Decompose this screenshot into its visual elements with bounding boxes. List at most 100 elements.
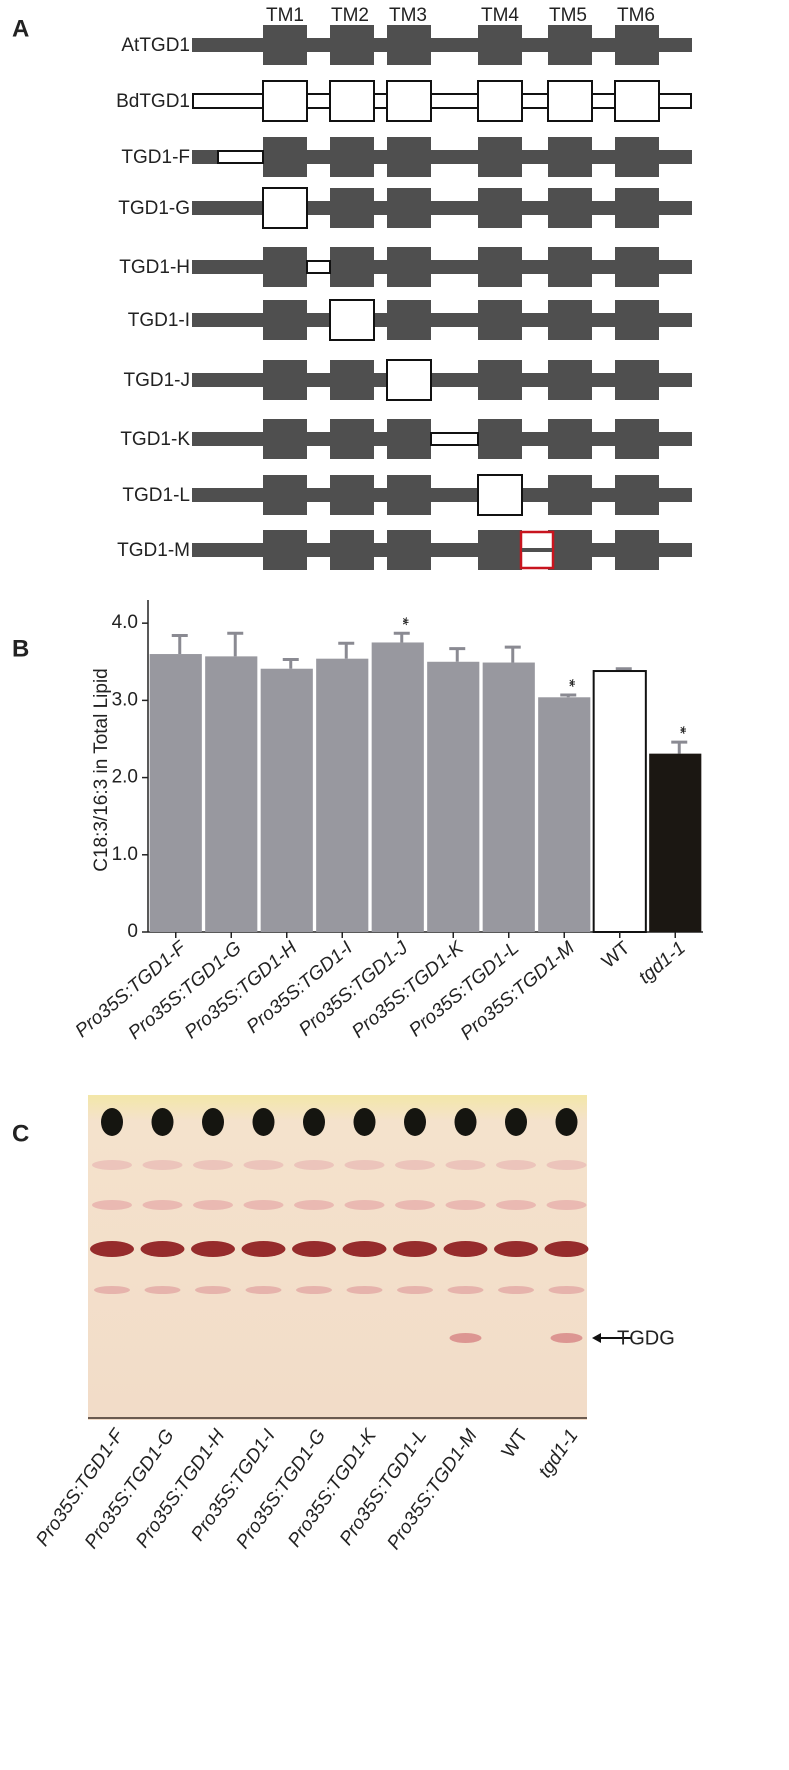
y-tick-label: 2.0 xyxy=(112,767,138,788)
tm-domain xyxy=(478,530,522,570)
bar xyxy=(205,656,258,932)
bar xyxy=(149,654,202,932)
tm-domain xyxy=(478,188,522,228)
tm-domain xyxy=(386,359,432,401)
tm-domain xyxy=(263,300,307,340)
tm-domain xyxy=(263,247,307,287)
tm-domain xyxy=(615,188,659,228)
domain-label: TM3 xyxy=(389,5,427,26)
tm-domain xyxy=(614,80,660,122)
bar xyxy=(316,658,369,932)
lane-label: Pro35S:TGD1-M xyxy=(383,1426,481,1554)
tm-domain xyxy=(330,419,374,459)
construct-label: AtTGD1 xyxy=(121,35,190,56)
tm-domain xyxy=(548,419,592,459)
tm-domain xyxy=(263,25,307,65)
tm-domain xyxy=(548,188,592,228)
faint-band xyxy=(142,1160,183,1170)
faint-band xyxy=(496,1160,536,1170)
faint-band xyxy=(395,1160,435,1170)
construct-label: TGD1-F xyxy=(121,147,190,168)
tm-domain xyxy=(387,247,431,287)
x-tick-label: WT xyxy=(598,937,634,972)
y-tick-label: 1.0 xyxy=(112,844,138,865)
lane-label: Pro35S:TGD1-F xyxy=(32,1425,129,1551)
lane-label: Pro35S:TGD1-G xyxy=(232,1426,330,1553)
lipid-band xyxy=(90,1241,134,1257)
construct-label: BdTGD1 xyxy=(116,91,190,112)
domain-label: TM6 xyxy=(617,5,655,26)
tm-domain xyxy=(478,360,522,400)
faint-band xyxy=(294,1200,334,1210)
tm-domain xyxy=(478,247,522,287)
lipid-band xyxy=(292,1241,336,1257)
tm-domain xyxy=(478,300,522,340)
lipid-band xyxy=(140,1241,185,1257)
lane-label: tgd1-1 xyxy=(535,1426,583,1482)
tm-domain xyxy=(263,360,307,400)
tm-domain xyxy=(330,360,374,400)
origin-spot xyxy=(252,1108,275,1136)
tm-domain xyxy=(548,25,592,65)
faint-band xyxy=(92,1160,132,1170)
construct-label: TGD1-K xyxy=(120,429,190,450)
deletion xyxy=(306,260,331,274)
significance: ** xyxy=(394,617,411,625)
tm-domain xyxy=(615,137,659,177)
origin-spot xyxy=(101,1108,123,1136)
tm-domain xyxy=(547,80,593,122)
y-axis-label: C18:3/16:3 in Total Lipid xyxy=(91,668,112,872)
tm-domain xyxy=(548,475,592,515)
lane-label: Pro35S:TGD1-H xyxy=(132,1425,229,1551)
bar xyxy=(592,670,647,933)
faint-band xyxy=(296,1286,332,1294)
tm-domain xyxy=(615,419,659,459)
tm-domain xyxy=(615,360,659,400)
faint-band xyxy=(245,1286,282,1294)
tm-domain xyxy=(615,247,659,287)
faint-band xyxy=(243,1200,284,1210)
y-tick-label: 0 xyxy=(127,921,138,942)
construct-label: TGD1-I xyxy=(128,310,190,331)
deletion xyxy=(430,432,479,446)
construct-label: TGD1-J xyxy=(124,370,191,391)
tm-domain xyxy=(262,80,308,122)
domain-label: TM1 xyxy=(266,5,304,26)
tm-domain xyxy=(329,80,375,122)
faint-band xyxy=(445,1160,486,1170)
tlc-plate xyxy=(88,1095,587,1420)
tm-domain xyxy=(330,475,374,515)
tm-domain xyxy=(477,474,523,516)
faint-band xyxy=(344,1200,385,1210)
tm-domain xyxy=(387,530,431,570)
x-tick-label: tgd1-1 xyxy=(635,938,690,989)
domain-label: TM2 xyxy=(331,5,369,26)
lipid-band xyxy=(393,1241,437,1257)
construct-label: TGD1-H xyxy=(119,257,190,278)
origin-spot xyxy=(454,1108,477,1136)
tm-domain xyxy=(387,188,431,228)
origin-spot xyxy=(151,1108,174,1136)
lipid-band xyxy=(544,1241,589,1257)
construct-label: TGD1-L xyxy=(122,485,190,506)
bar xyxy=(649,753,702,932)
tm-domain xyxy=(329,299,375,341)
faint-band xyxy=(346,1286,383,1294)
tm-domain xyxy=(615,300,659,340)
faint-band xyxy=(92,1200,132,1210)
faint-band xyxy=(142,1200,183,1210)
faint-band xyxy=(344,1160,385,1170)
band-label: TGDG xyxy=(617,1327,675,1349)
tm-domain xyxy=(386,80,432,122)
tm-domain xyxy=(262,187,308,229)
faint-band xyxy=(243,1160,284,1170)
significance: ** xyxy=(671,726,688,734)
tm-domain xyxy=(548,530,592,570)
tm-domain xyxy=(387,300,431,340)
arrow-head xyxy=(592,1333,601,1343)
lipid-band xyxy=(241,1241,286,1257)
faint-band xyxy=(548,1286,585,1294)
faint-band xyxy=(294,1160,334,1170)
origin-spot xyxy=(202,1108,224,1136)
tm-domain xyxy=(387,137,431,177)
